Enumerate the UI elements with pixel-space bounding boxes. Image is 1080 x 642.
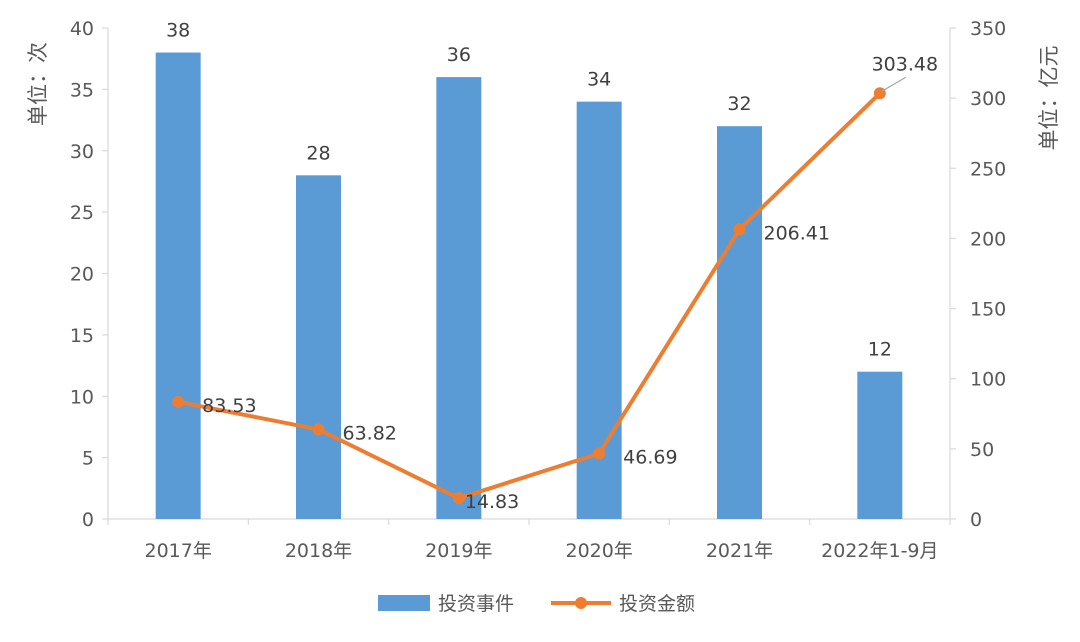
right-tick-label: 250 [970, 158, 1006, 180]
legend-swatch-marker [575, 597, 587, 609]
left-tick-label: 30 [70, 141, 94, 163]
right-axis-title: 单位：亿元 [1037, 46, 1061, 151]
right-tick-label: 350 [970, 18, 1006, 40]
legend-label: 投资事件 [438, 593, 514, 615]
labels-layer: 38 28 36 34 32 12 83.53 63.82 14.83 46.69 206.41 30… [166, 20, 938, 514]
left-tick-label: 35 [70, 79, 94, 101]
x-tick-label: 2019年 [425, 540, 492, 562]
line-series [176, 91, 882, 501]
legend-swatch-bar [378, 595, 430, 611]
line-layer [172, 87, 886, 505]
line-point [873, 87, 886, 100]
line-data-label: 63.82 [343, 422, 397, 444]
bar [436, 77, 482, 519]
bar [717, 126, 762, 519]
line-data-label: 14.83 [465, 491, 519, 513]
line-data-label: 46.69 [623, 447, 677, 469]
bar-data-label: 28 [306, 142, 330, 164]
left-axis-title: 单位：次 [26, 42, 50, 126]
legend-label: 投资金额 [619, 593, 695, 615]
bar [857, 371, 903, 519]
axes-layer: 0 5 10 15 20 25 30 35 40 0 50 100 150 200 250 300 350 201… [26, 18, 1061, 562]
right-tick-label: 200 [970, 228, 1006, 250]
line-data-label: 303.48 [872, 53, 938, 75]
x-tick-label: 2020年 [565, 540, 632, 562]
bars-layer [155, 52, 903, 520]
left-tick-label: 0 [82, 509, 94, 531]
x-tick-label: 2017年 [144, 540, 211, 562]
bar-data-label: 12 [868, 339, 892, 361]
legend-layer: 投资事件 投资金额 [378, 593, 695, 615]
right-tick-label: 100 [970, 369, 1006, 391]
left-tick-label: 5 [82, 448, 94, 470]
bar-data-label: 36 [447, 44, 471, 66]
right-tick-label: 50 [970, 439, 994, 461]
line-point [452, 492, 465, 505]
bar-data-label: 38 [166, 20, 190, 42]
bar-data-label: 32 [727, 93, 751, 115]
bar-data-label: 34 [587, 69, 611, 91]
x-tick-label: 2021年 [706, 540, 773, 562]
line-data-label: 83.53 [202, 395, 256, 417]
line-point [312, 423, 325, 436]
right-tick-label: 0 [970, 509, 982, 531]
right-tick-label: 300 [970, 88, 1006, 110]
left-tick-label: 25 [70, 202, 94, 224]
x-tick-label: 2022年1-9月 [821, 540, 938, 562]
left-tick-label: 20 [70, 264, 94, 286]
line-point [733, 223, 746, 236]
line-point [593, 447, 606, 460]
x-tick-label: 2018年 [285, 540, 352, 562]
line-data-label: 206.41 [764, 222, 830, 244]
line-point [172, 395, 185, 408]
left-tick-label: 40 [70, 18, 94, 40]
leader-line [881, 76, 907, 92]
left-tick-label: 10 [70, 386, 94, 408]
bar [155, 52, 201, 520]
right-tick-label: 150 [970, 299, 1006, 321]
bar [296, 175, 341, 520]
left-tick-label: 15 [70, 325, 94, 347]
